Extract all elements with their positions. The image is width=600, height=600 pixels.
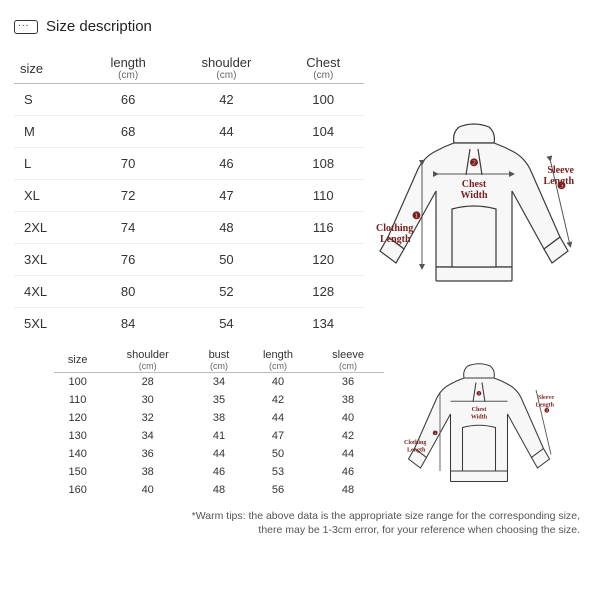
svg-text:❶: ❶	[433, 430, 439, 437]
col-bust: bust(cm)	[194, 345, 244, 373]
table-row: 3XL7650120	[14, 244, 364, 276]
table-row: S6642100	[14, 84, 364, 116]
kids-size-table-wrap: size shoulder(cm) bust(cm) length(cm) sl…	[54, 345, 384, 499]
col-sleeve: sleeve(cm)	[312, 345, 384, 373]
adult-size-table-wrap: size length(cm) shoulder(cm) Chest(cm) S…	[14, 49, 364, 339]
hoodie-diagram-large: ❶ ClothingLength ❷ ChestWidth ❸ SleeveLe…	[364, 49, 574, 299]
warm-tips: *Warm tips: the above data is the approp…	[14, 509, 586, 537]
kids-size-section: size shoulder(cm) bust(cm) length(cm) sl…	[14, 345, 586, 499]
table-row: 11030354238	[54, 391, 384, 409]
hoodie-diagram-small: ❶ ClothingLength ❷ ChestWidth ❸ SleeveLe…	[384, 345, 574, 495]
col-length: length(cm)	[86, 49, 170, 84]
adult-size-table: size length(cm) shoulder(cm) Chest(cm) S…	[14, 49, 364, 339]
adult-size-section: size length(cm) shoulder(cm) Chest(cm) S…	[14, 49, 586, 339]
measure-icon	[14, 20, 38, 34]
table-row: M6844104	[14, 116, 364, 148]
table-row: 16040485648	[54, 481, 384, 499]
table-row: 10028344036	[54, 373, 384, 392]
col-shoulder: shoulder(cm)	[101, 345, 194, 373]
table-row: 14036445044	[54, 445, 384, 463]
col-shoulder: shoulder(cm)	[170, 49, 282, 84]
col-size: size	[54, 345, 101, 373]
col-size: size	[14, 49, 86, 84]
table-row: 15038465346	[54, 463, 384, 481]
table-row: 2XL7448116	[14, 212, 364, 244]
table-row: XL7247110	[14, 180, 364, 212]
svg-text:SleeveLength: SleeveLength	[543, 165, 574, 187]
svg-text:❸: ❸	[544, 408, 550, 415]
table-row: 12032384440	[54, 409, 384, 427]
marker-1: ❶	[412, 211, 421, 222]
marker-2: ❷	[470, 158, 479, 169]
svg-text:ClothingLength: ClothingLength	[376, 223, 413, 245]
table-row: L7046108	[14, 148, 364, 180]
table-row: 13034414742	[54, 427, 384, 445]
col-length: length(cm)	[244, 345, 312, 373]
table-row: 4XL8052128	[14, 276, 364, 308]
svg-text:ChestWidth: ChestWidth	[460, 179, 487, 201]
table-row: 5XL8454134	[14, 308, 364, 340]
svg-text:❷: ❷	[476, 390, 482, 397]
col-chest: Chest(cm)	[283, 49, 364, 84]
page-title: Size description	[46, 18, 152, 35]
kids-size-table: size shoulder(cm) bust(cm) length(cm) sl…	[54, 345, 384, 499]
header: Size description	[14, 18, 586, 35]
